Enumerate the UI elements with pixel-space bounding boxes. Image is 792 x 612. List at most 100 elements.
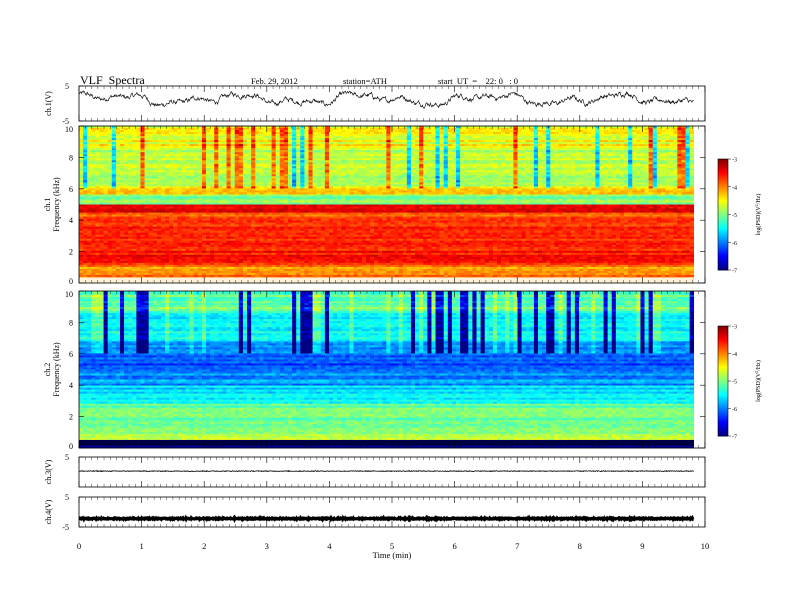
spectrogram-cell (259, 164, 263, 166)
spectrogram-cell (120, 200, 124, 202)
spectrogram-cell (321, 249, 325, 251)
spectrogram-cell (284, 190, 288, 192)
spectrogram-cell (309, 164, 313, 166)
spectrogram-cell (99, 190, 103, 192)
spectrogram-cell (292, 229, 296, 231)
spectrogram-cell (140, 267, 144, 269)
spectrogram-cell (165, 211, 169, 213)
spectrogram-cell (235, 180, 239, 182)
spectrogram-cell (177, 209, 181, 211)
spectrogram-cell (214, 267, 218, 269)
spectrogram-cell (292, 247, 296, 249)
spectrogram-cell (132, 184, 136, 186)
spectrogram-cell (157, 239, 161, 241)
spectrogram-cell (231, 152, 235, 154)
spectrogram-cell (136, 247, 140, 249)
spectrogram-cell (214, 261, 218, 263)
spectrogram-cell (165, 188, 169, 190)
spectrogram-cell (165, 255, 169, 257)
spectrogram-cell (292, 205, 296, 207)
spectrogram-cell (108, 221, 112, 223)
spectrogram-cell (145, 186, 149, 188)
spectrogram-cell (239, 271, 243, 273)
spectrogram-cell (317, 158, 321, 160)
spectrogram-cell (206, 269, 210, 271)
spectrogram-cell (87, 130, 91, 132)
spectrogram-cell (190, 239, 194, 241)
spectrogram-cell (300, 239, 304, 241)
spectrogram-cell (218, 172, 222, 174)
spectrogram-cell (276, 207, 280, 209)
spectrogram-cell (165, 196, 169, 198)
spectrogram-cell (329, 148, 333, 150)
spectrogram-cell (157, 136, 161, 138)
spectrogram-cell (325, 188, 329, 190)
spectrogram-cell (309, 213, 313, 215)
spectrogram-cell (309, 174, 313, 176)
spectrogram-cell (214, 180, 218, 182)
spectrogram-cell (255, 184, 259, 186)
spectrogram-cell (284, 243, 288, 245)
spectrogram-cell (202, 188, 206, 190)
spectrogram-cell (112, 154, 116, 156)
spectrogram-cell (190, 223, 194, 225)
spectrogram-cell (272, 154, 276, 156)
spectrogram-cell (145, 146, 149, 148)
spectrogram-cell (157, 227, 161, 229)
spectrogram-cell (194, 160, 198, 162)
spectrogram-cell (173, 142, 177, 144)
spectrogram-cell (296, 146, 300, 148)
spectrogram-cell (247, 136, 251, 138)
spectrogram-cell (136, 219, 140, 221)
spectrogram-cell (202, 261, 206, 263)
spectrogram-cell (325, 245, 329, 247)
spectrogram-cell (95, 130, 99, 132)
spectrogram-cell (116, 164, 120, 166)
spectrogram-cell (128, 174, 132, 176)
spectrogram-cell (194, 235, 198, 237)
spectrogram-cell (235, 261, 239, 263)
spectrogram-cell (173, 223, 177, 225)
spectrogram-cell (120, 211, 124, 213)
spectrogram-cell (83, 209, 87, 211)
spectrogram-cell (268, 251, 272, 253)
spectrogram-cell (243, 239, 247, 241)
spectrogram-cell (108, 170, 112, 172)
spectrogram-cell (124, 188, 128, 190)
spectrogram-cell (272, 140, 276, 142)
spectrogram-cell (292, 184, 296, 186)
spectrogram-cell (276, 198, 280, 200)
spectrogram-cell (210, 227, 214, 229)
spectrogram-cell (247, 166, 251, 168)
spectrogram-cell (108, 152, 112, 154)
spectrogram-cell (247, 217, 251, 219)
spectrogram-cell (309, 243, 313, 245)
spectrogram-cell (108, 245, 112, 247)
spectrogram-cell (136, 200, 140, 202)
spectrogram-cell (140, 211, 144, 213)
spectrogram-cell (116, 170, 120, 172)
spectrogram-cell (169, 247, 173, 249)
spectrogram-cell (194, 205, 198, 207)
spectrogram-cell (222, 152, 226, 154)
spectrogram-cell (313, 144, 317, 146)
spectrogram-cell (214, 130, 218, 132)
spectrogram-cell (235, 194, 239, 196)
spectrogram-cell (263, 267, 267, 269)
spectrogram-cell (153, 156, 157, 158)
spectrogram-cell (177, 217, 181, 219)
spectrogram-cell (120, 257, 124, 259)
spectrogram-cell (321, 158, 325, 160)
spectrogram-cell (95, 263, 99, 265)
spectrogram-cell (87, 170, 91, 172)
spectrogram-cell (91, 271, 95, 273)
spectrogram-cell (108, 275, 112, 277)
spectrogram-cell (251, 271, 255, 273)
spectrogram-cell (235, 229, 239, 231)
spectrogram-cell (210, 170, 214, 172)
spectrogram-cell (132, 136, 136, 138)
spectrogram-cell (247, 180, 251, 182)
spectrogram-cell (231, 130, 235, 132)
spectrogram-cell (247, 273, 251, 275)
spectrogram-cell (300, 176, 304, 178)
